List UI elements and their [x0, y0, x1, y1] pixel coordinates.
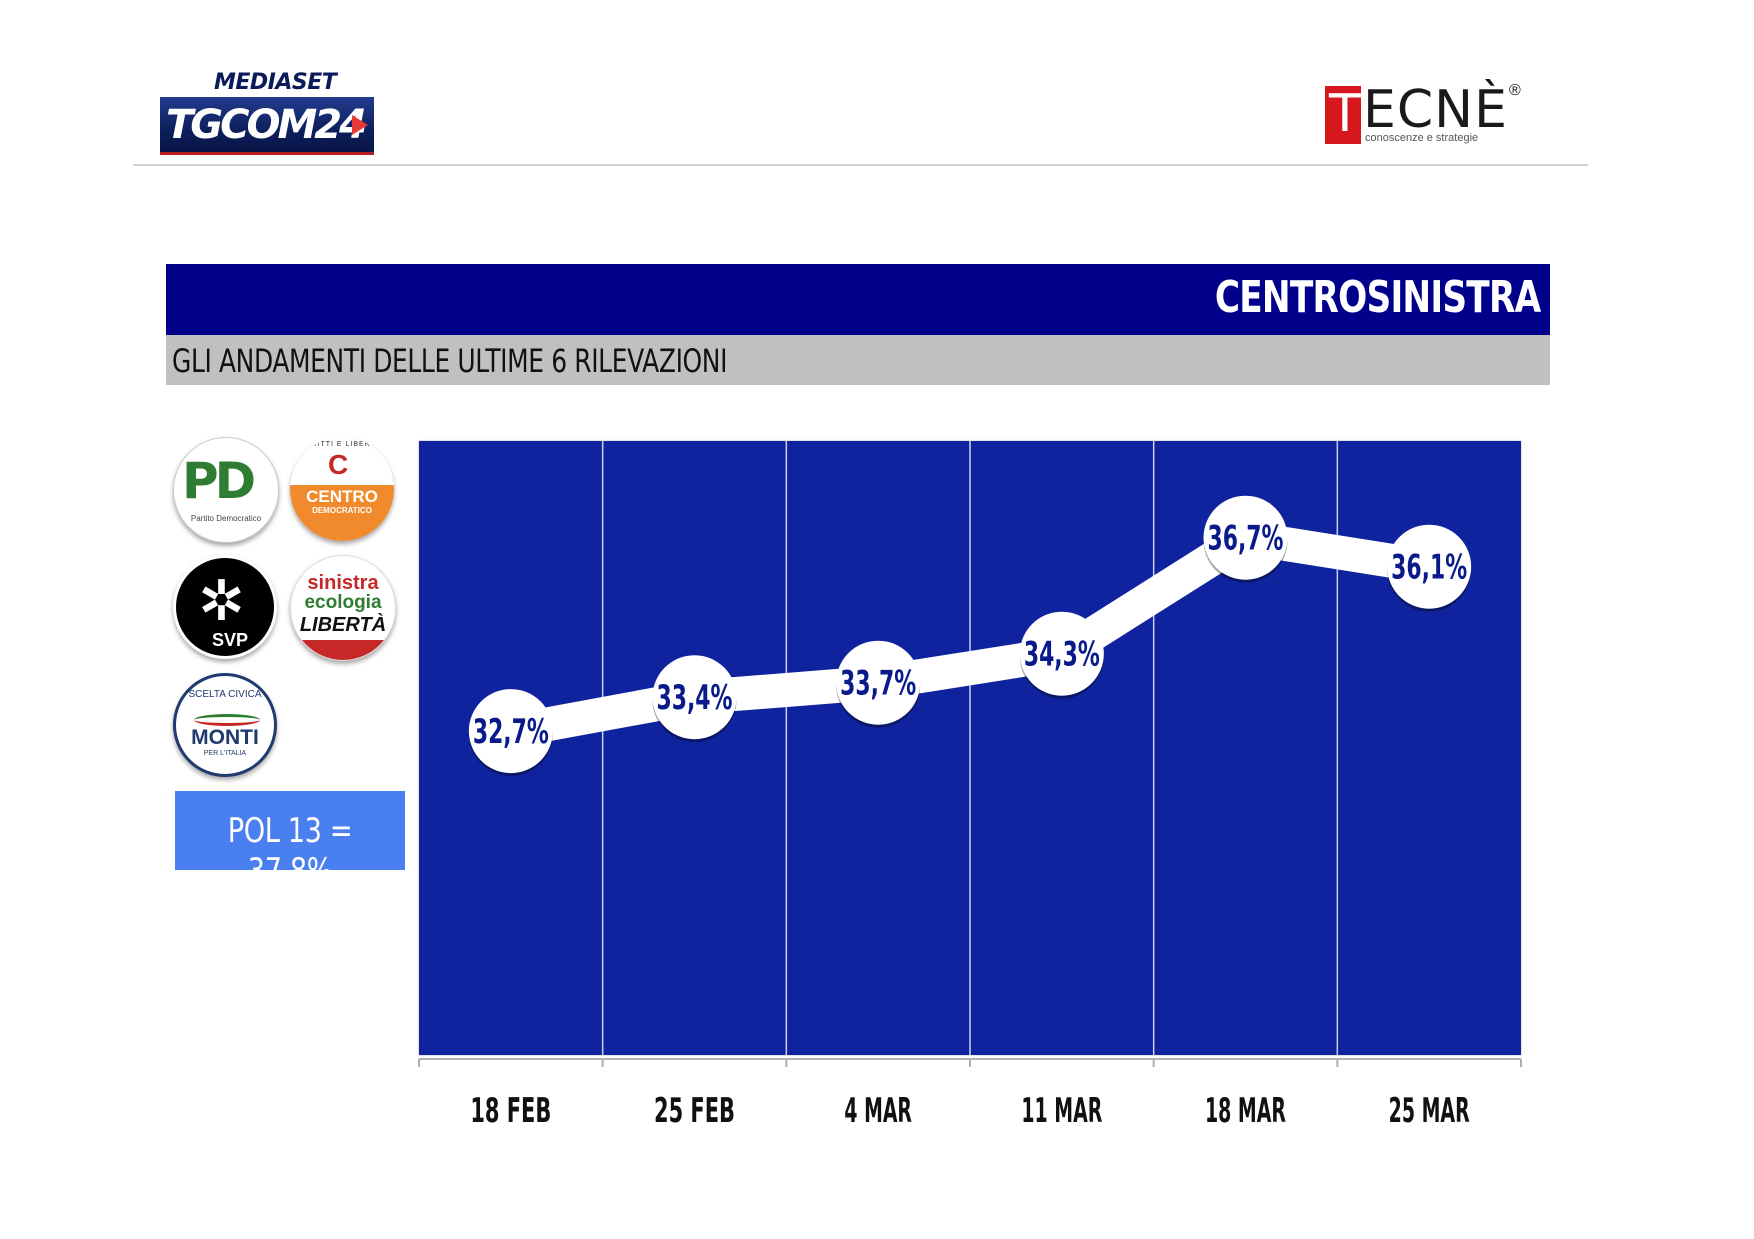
centro-democratico-logo: DIRITTI E LIBERTÀ C CENTRO DEMOCRATICO	[290, 437, 394, 541]
tgcom24-logo-box: TGCOM24	[160, 97, 374, 155]
x-tick-label: 18 MAR	[1205, 1091, 1286, 1131]
subtitle-bar: GLI ANDAMENTI DELLE ULTIME 6 RILEVAZIONI	[166, 335, 1550, 385]
tecne-logo-text: ECNÈ	[1363, 80, 1508, 140]
tgcom24-logo-text: TGCOM24	[166, 102, 367, 148]
tecne-logo-tagline: conoscenze e strategie	[1365, 132, 1479, 144]
data-label: 32,7%	[473, 712, 549, 752]
cd-logo-arc-text: DIRITTI E LIBERTÀ	[302, 441, 382, 448]
pol-13-text: POL 13 = 37,8%	[227, 811, 353, 891]
sc-logo-name: MONTI	[191, 726, 259, 749]
sc-logo-sub: PER L'ITALIA	[203, 750, 247, 757]
data-point	[1019, 611, 1104, 696]
play-arrow-icon	[352, 115, 368, 135]
data-point	[1387, 524, 1472, 609]
tgcom24-logo: MEDIASET TGCOM24	[160, 70, 382, 155]
svp-party-logo: ✲ SVP	[173, 555, 277, 659]
sc-logo-swoosh	[194, 714, 260, 726]
data-label: 36,1%	[1391, 548, 1467, 588]
page-subtitle: GLI ANDAMENTI DELLE ULTIME 6 RILEVAZIONI	[172, 342, 728, 380]
tecne-logo-initial: T	[1329, 84, 1361, 144]
x-tick-label: 18 FEB	[470, 1091, 551, 1131]
x-tick-label: 25 MAR	[1389, 1091, 1470, 1131]
data-label: 33,7%	[840, 664, 916, 704]
svp-logo-text: SVP	[212, 630, 249, 650]
cd-logo-initial: C	[328, 449, 349, 480]
data-label: 34,3%	[1024, 635, 1100, 675]
sc-logo-line1: SCELTA CIVICA	[188, 689, 262, 700]
cd-logo-band	[290, 485, 394, 541]
data-label: 33,4%	[657, 678, 733, 718]
sel-logo-band	[291, 640, 395, 660]
sel-logo-line3: LIBERTÀ	[299, 614, 387, 636]
scelta-civica-logo: SCELTA CIVICA MONTI PER L'ITALIA	[173, 673, 277, 777]
registered-mark: ®	[1509, 82, 1521, 99]
data-point	[1203, 495, 1288, 580]
edelweiss-icon: ✲	[198, 569, 245, 632]
mediaset-logo-text: MEDIASET	[214, 70, 337, 95]
data-point	[836, 640, 921, 725]
header-divider	[133, 164, 1588, 166]
page-title: CENTROSINISTRA	[1214, 272, 1540, 323]
data-point	[468, 689, 553, 774]
cd-logo-name: CENTRO	[306, 487, 378, 506]
sel-logo-line1: sinistra	[307, 572, 379, 594]
pd-party-logo: PD Partito Democratico	[173, 437, 279, 543]
pd-logo-text: PD	[182, 452, 256, 510]
x-tick-label: 11 MAR	[1021, 1091, 1102, 1131]
pd-logo-caption: Partito Democratico	[190, 514, 262, 523]
sel-logo-line2: ecologia	[304, 592, 382, 613]
cd-logo-sub: DEMOCRATICO	[312, 506, 372, 515]
x-tick-label: 4 MAR	[844, 1091, 912, 1131]
tecne-logo-initial-box: T	[1325, 84, 1361, 144]
data-label: 36,7%	[1208, 519, 1284, 559]
tecne-logo: T ECNÈ ® conoscenze e strategie	[1325, 80, 1525, 148]
pol-13-box: POL 13 = 37,8%	[175, 791, 405, 891]
title-bar: CENTROSINISTRA	[166, 264, 1550, 335]
x-tick-label: 25 FEB	[654, 1091, 735, 1131]
data-point	[652, 655, 737, 740]
sel-party-logo: sinistra ecologia LIBERTÀ	[290, 555, 396, 661]
